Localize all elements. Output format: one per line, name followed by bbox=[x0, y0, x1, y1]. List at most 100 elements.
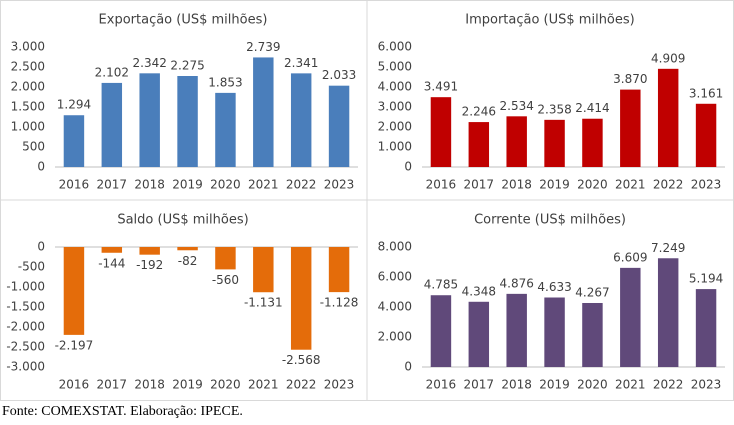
bar bbox=[657, 258, 679, 367]
source-note: Fonte: COMEXSTAT. Elaboração: IPECE. bbox=[2, 404, 243, 419]
bar bbox=[620, 267, 641, 367]
x-tick-label: 2016 bbox=[59, 178, 90, 192]
chart-title: Importação (US$ milhões) bbox=[465, 13, 634, 28]
x-tick-label: 2019 bbox=[539, 378, 570, 392]
bar bbox=[177, 76, 198, 167]
bar bbox=[101, 82, 123, 167]
bar bbox=[430, 295, 452, 367]
bar bbox=[544, 297, 565, 367]
data-label: 6.609 bbox=[613, 250, 647, 264]
y-tick-label: -500 bbox=[18, 260, 45, 274]
data-label: -192 bbox=[136, 258, 163, 272]
data-label: 2.342 bbox=[133, 56, 167, 70]
bar bbox=[101, 247, 123, 253]
x-tick-label: 2019 bbox=[172, 178, 203, 192]
bar bbox=[328, 247, 350, 293]
bar bbox=[506, 293, 527, 367]
y-tick-label: 0 bbox=[404, 160, 412, 174]
data-label: -1.131 bbox=[244, 296, 283, 310]
bar bbox=[620, 89, 641, 167]
bar bbox=[328, 85, 350, 167]
bar bbox=[63, 247, 85, 335]
data-label: -144 bbox=[98, 256, 125, 270]
x-tick-label: 2020 bbox=[577, 178, 608, 192]
x-tick-label: 2017 bbox=[97, 378, 128, 392]
x-tick-label: 2017 bbox=[464, 178, 495, 192]
x-tick-label: 2018 bbox=[501, 378, 532, 392]
y-tick-label: 2.000 bbox=[378, 330, 412, 344]
data-label: -82 bbox=[178, 254, 198, 268]
y-tick-label: 6.000 bbox=[378, 270, 412, 284]
y-tick-label: 2.000 bbox=[378, 120, 412, 134]
data-label: 4.633 bbox=[537, 280, 571, 294]
x-tick-label: 2016 bbox=[426, 178, 457, 192]
bar bbox=[63, 115, 85, 167]
y-tick-label: 3.000 bbox=[11, 40, 45, 54]
y-tick-label: 500 bbox=[22, 140, 45, 154]
bar bbox=[215, 92, 236, 167]
y-tick-label: 4.000 bbox=[378, 300, 412, 314]
bar bbox=[468, 301, 490, 367]
x-tick-label: 2021 bbox=[615, 178, 646, 192]
data-label: 3.491 bbox=[424, 80, 458, 94]
x-tick-label: 2023 bbox=[691, 178, 722, 192]
data-label: 2.739 bbox=[246, 40, 280, 54]
y-tick-label: 4.000 bbox=[378, 80, 412, 94]
bar bbox=[177, 247, 198, 251]
y-tick-label: 1.000 bbox=[11, 120, 45, 134]
data-label: 4.876 bbox=[500, 276, 534, 290]
x-tick-label: 2017 bbox=[464, 378, 495, 392]
x-tick-label: 2019 bbox=[539, 178, 570, 192]
x-tick-label: 2021 bbox=[248, 178, 279, 192]
y-tick-label: 5.000 bbox=[378, 60, 412, 74]
x-tick-label: 2022 bbox=[653, 178, 684, 192]
x-tick-label: 2018 bbox=[501, 178, 532, 192]
data-label: -1.128 bbox=[320, 296, 359, 310]
x-tick-label: 2023 bbox=[691, 378, 722, 392]
y-tick-label: 0 bbox=[37, 240, 45, 254]
bar bbox=[695, 103, 717, 167]
x-tick-label: 2022 bbox=[286, 178, 317, 192]
y-tick-label: 1.000 bbox=[378, 140, 412, 154]
bar bbox=[215, 247, 236, 270]
data-label: 5.194 bbox=[689, 272, 723, 286]
data-label: 2.341 bbox=[284, 56, 318, 70]
bar bbox=[468, 122, 490, 167]
y-tick-label: 2.500 bbox=[11, 60, 45, 74]
bar bbox=[290, 247, 312, 350]
data-label: 2.246 bbox=[462, 105, 496, 119]
data-label: 3.870 bbox=[613, 72, 647, 86]
x-tick-label: 2017 bbox=[97, 178, 128, 192]
chart-title: Corrente (US$ milhões) bbox=[474, 213, 626, 228]
data-label: 1.853 bbox=[208, 75, 242, 89]
y-tick-label: 8.000 bbox=[378, 240, 412, 254]
x-tick-label: 2023 bbox=[324, 178, 355, 192]
data-label: 2.275 bbox=[170, 59, 204, 73]
x-tick-label: 2020 bbox=[210, 178, 241, 192]
y-tick-label: 1.500 bbox=[11, 100, 45, 114]
data-label: -2.197 bbox=[55, 338, 94, 352]
y-tick-label: 0 bbox=[404, 360, 412, 374]
y-tick-label: -1.000 bbox=[6, 280, 45, 294]
data-label: 2.102 bbox=[95, 65, 129, 79]
data-label: 4.267 bbox=[575, 285, 609, 299]
y-tick-label: 0 bbox=[37, 160, 45, 174]
data-label: 2.414 bbox=[575, 101, 609, 115]
bar bbox=[657, 68, 679, 167]
data-label: -2.568 bbox=[282, 353, 321, 367]
bar bbox=[139, 247, 160, 255]
y-tick-label: -1.500 bbox=[6, 300, 45, 314]
x-tick-label: 2020 bbox=[210, 378, 241, 392]
y-tick-label: 2.000 bbox=[11, 80, 45, 94]
chart-title: Saldo (US$ milhões) bbox=[117, 213, 248, 228]
bar bbox=[544, 119, 565, 167]
x-tick-label: 2021 bbox=[615, 378, 646, 392]
bar bbox=[253, 247, 274, 293]
x-tick-label: 2023 bbox=[324, 378, 355, 392]
bar bbox=[695, 289, 717, 367]
bar bbox=[139, 73, 160, 167]
x-tick-label: 2019 bbox=[172, 378, 203, 392]
bar bbox=[506, 116, 527, 167]
x-tick-label: 2021 bbox=[248, 378, 279, 392]
bar bbox=[253, 57, 274, 167]
